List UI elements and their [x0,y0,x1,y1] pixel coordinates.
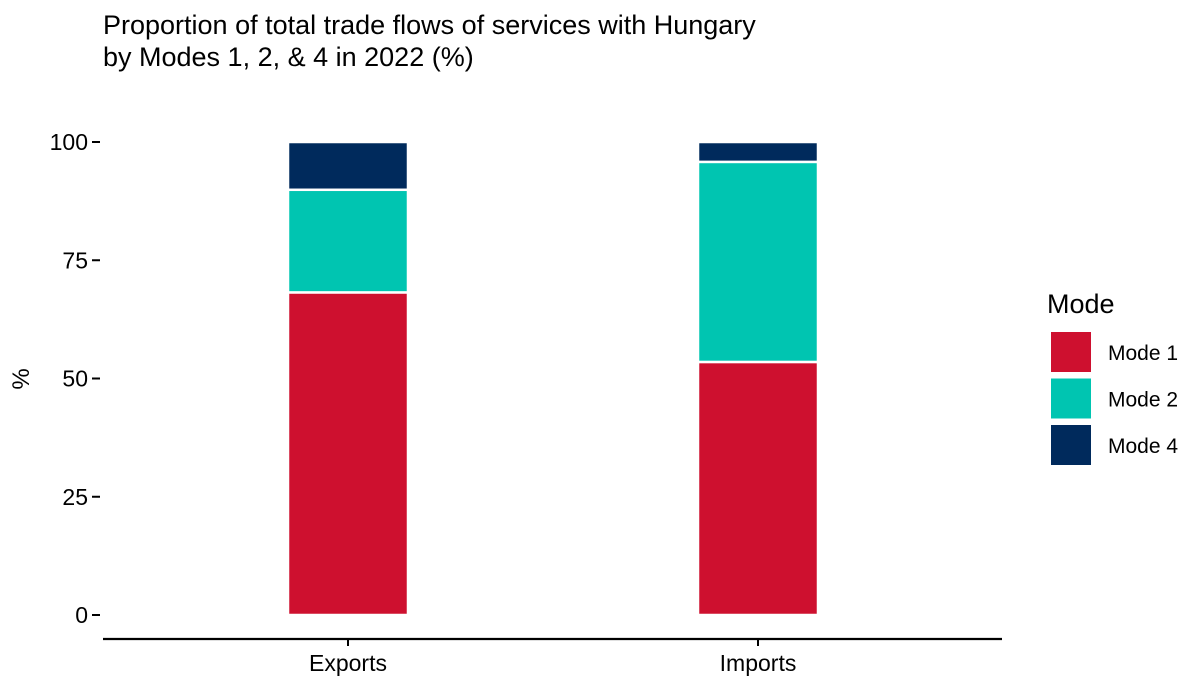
legend-label-mode-1: Mode 1 [1108,342,1178,365]
y-tick-label: 75 [62,247,88,273]
chart-title-line-1: Proportion of total trade flows of servi… [103,10,756,40]
legend-swatch-mode-1 [1051,332,1091,372]
legend-title: Mode [1047,289,1115,319]
bar-imports-mode-4 [696,140,820,164]
bar-imports-mode-2 [696,160,820,364]
y-tick-label: 25 [62,484,88,510]
legend-swatch-mode-4 [1051,425,1091,465]
y-axis: 0 25 50 75 100 [50,129,100,628]
y-tick-label: 50 [62,366,88,392]
y-tick-label: 0 [75,602,88,628]
x-tick-label-imports: Imports [720,650,797,676]
bar-exports-mode-2 [286,188,410,294]
legend: Mode Mode 1 Mode 2 Mode 4 [1047,289,1178,465]
bar-imports-mode-1 [696,360,820,617]
bar-exports-mode-1 [286,291,410,617]
legend-label-mode-4: Mode 4 [1108,435,1178,458]
bars-layer [286,140,820,617]
bar-exports-mode-4 [286,140,410,192]
x-tick-label-exports: Exports [309,650,387,676]
y-axis-title: % [8,368,35,389]
legend-label-mode-2: Mode 2 [1108,389,1178,412]
legend-swatch-mode-2 [1051,378,1091,419]
x-axis: Exports Imports [103,637,1002,676]
chart-title-line-2: by Modes 1, 2, & 4 in 2022 (%) [103,42,474,72]
y-tick-label: 100 [50,129,88,155]
